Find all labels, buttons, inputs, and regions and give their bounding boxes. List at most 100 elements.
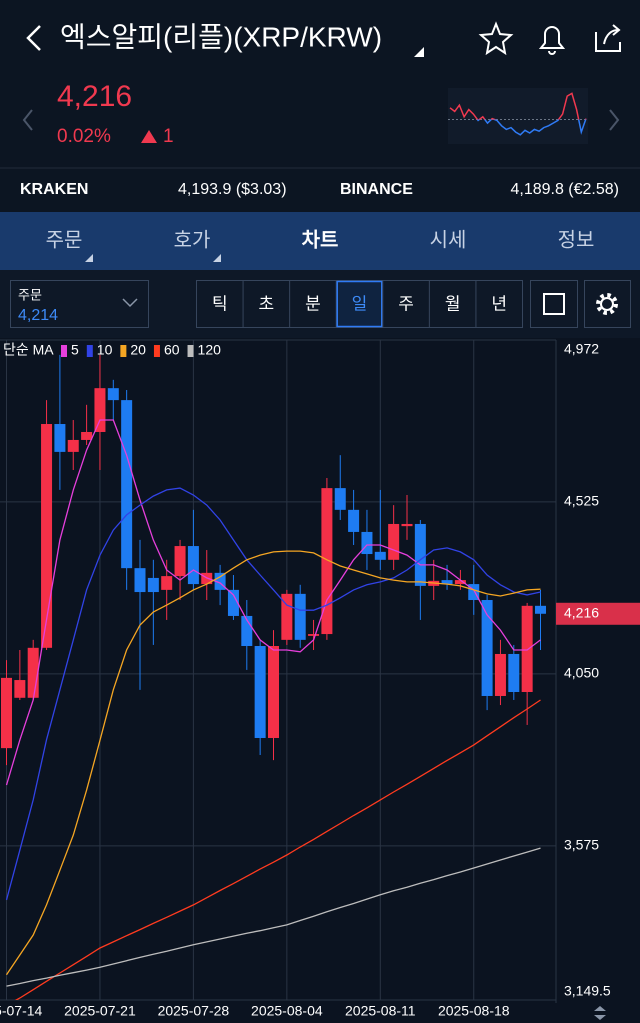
period[interactable]: 초 (259, 294, 275, 313)
mini-chart (448, 92, 588, 136)
candle-body (294, 593, 306, 640)
settings-gear (596, 293, 618, 315)
tab[interactable]: 주문 (46, 229, 83, 251)
order-dropdown (122, 298, 138, 308)
x-tick-label: 2025-08-04 (251, 1003, 323, 1019)
legend-swatch (86, 345, 93, 357)
x-tick-label: 2025-07-21 (64, 1003, 136, 1019)
candle-body (241, 615, 253, 647)
order-box[interactable] (10, 280, 149, 328)
last-price-label: 4,216 (564, 604, 599, 620)
candle-body (454, 580, 466, 585)
candle-body (174, 546, 186, 577)
scroll-icon[interactable] (594, 1006, 606, 1020)
exchange-name: BINANCE (340, 181, 413, 198)
candle-body (14, 680, 26, 698)
period-active (336, 280, 383, 328)
legend-swatch (153, 345, 160, 357)
tab[interactable]: 정보 (558, 228, 595, 251)
candle-body (334, 488, 346, 510)
candle-body (348, 509, 360, 532)
legend-label: 20 (130, 342, 146, 358)
change-rate: 0.02% (57, 126, 111, 147)
next-button[interactable] (609, 109, 620, 131)
favorite-button[interactable] (478, 21, 514, 56)
candle-body (281, 593, 293, 640)
candle-body (41, 424, 53, 648)
prev-button[interactable] (22, 109, 33, 131)
tab-dropdown (213, 254, 221, 262)
tab[interactable]: 차트 (302, 228, 339, 251)
ma-line (5, 550, 541, 976)
candle-body (254, 646, 266, 738)
period[interactable]: 일 (352, 294, 368, 313)
x-tick-label: 2025-08-11 (345, 1003, 416, 1019)
order-value: 4,214 (18, 307, 58, 324)
candle-body (27, 647, 39, 698)
period[interactable]: 틱 (212, 294, 228, 313)
period[interactable]: 년 (491, 294, 507, 313)
candle-body (121, 400, 133, 569)
plot (1, 354, 546, 1000)
candle-body (361, 531, 373, 555)
y-tick-label: 3,575 (564, 837, 599, 853)
back-button[interactable] (26, 25, 41, 51)
legend-swatch (120, 345, 127, 357)
exchange-name: KRAKEN (20, 181, 88, 198)
legend-title: 단순 MA (3, 342, 54, 358)
tab-dropdown (85, 254, 93, 262)
last-price-marker (556, 602, 640, 625)
candle-body (414, 523, 426, 586)
candle-body (1, 677, 12, 749)
tab-bar (0, 212, 640, 270)
y-tick-label: 4,050 (564, 665, 599, 681)
legend-label: 5 (71, 342, 79, 358)
candle-body (147, 577, 159, 593)
ma-line (5, 487, 541, 901)
x-tick-label: 2025-07-14 (0, 1003, 43, 1019)
legend-label: 10 (97, 342, 113, 358)
mini-line-up (449, 92, 587, 120)
y-tick-label: 4,525 (564, 493, 599, 509)
period[interactable]: 월 (445, 294, 461, 313)
ma-line (5, 419, 541, 786)
exchange-price: 4,189.8 (€2.58) (510, 181, 619, 198)
order-label: 주문 (18, 287, 42, 302)
mini-chart-bg (448, 88, 588, 144)
title-dropdown[interactable] (414, 47, 424, 57)
candle-body (268, 646, 279, 738)
settings-button[interactable] (584, 280, 631, 328)
candle-body (227, 589, 239, 616)
candle-body (521, 605, 533, 692)
candle-body (468, 584, 480, 601)
layout-icon (543, 293, 565, 315)
layout-button[interactable] (530, 280, 578, 328)
tab[interactable]: 시세 (430, 228, 467, 251)
share-button[interactable] (595, 24, 621, 52)
candle-body (54, 424, 66, 452)
ma-line (14, 699, 541, 1000)
candle-body (388, 523, 400, 560)
candle-body (481, 600, 493, 696)
candle-body (535, 605, 546, 614)
ma-line (6, 847, 541, 987)
x-tick-label: 2025-07-28 (158, 1003, 230, 1019)
change: 1 (163, 126, 174, 147)
tabs: 주문 호가 차트 시세 정보 (46, 228, 595, 251)
tab[interactable]: 호가 (174, 228, 211, 251)
period[interactable]: 분 (305, 294, 321, 313)
candle-body (494, 653, 506, 696)
title: 엑스알피(리플)(XRP/KRW) (60, 21, 382, 52)
chart-bg (0, 338, 640, 1023)
exchange-price: 4,193.9 ($3.03) (178, 181, 287, 198)
period[interactable]: 주 (398, 294, 414, 313)
legend-swatch (187, 345, 194, 357)
alert-button[interactable] (538, 26, 566, 55)
legend-label: 60 (164, 342, 180, 358)
candle-body (161, 576, 173, 590)
candle-body (94, 388, 106, 432)
toolbar (0, 270, 640, 338)
